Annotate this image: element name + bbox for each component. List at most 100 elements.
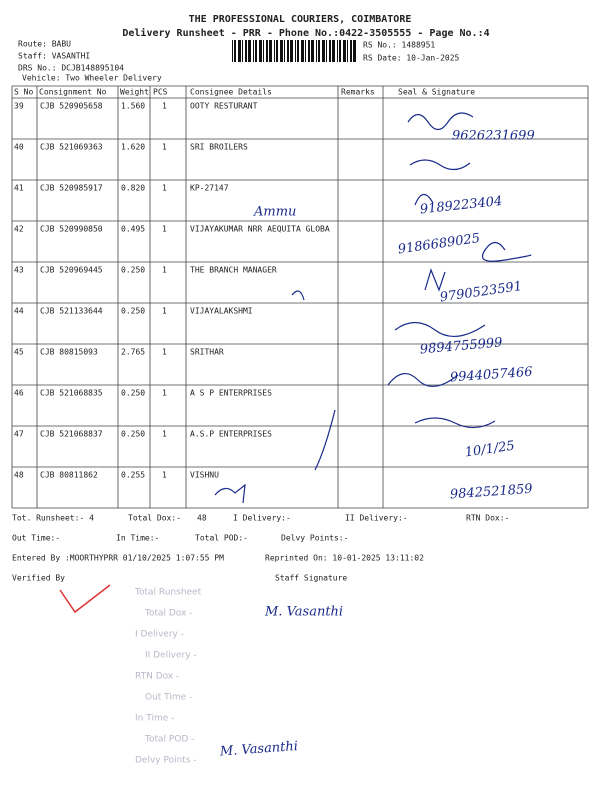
bar (337, 40, 338, 62)
signature-scribble (414, 193, 434, 206)
bar (295, 40, 296, 62)
bar (301, 40, 304, 62)
cell: A S P ENTERPRISES (190, 389, 272, 398)
drs: DRS No.: DCJB148895104 (18, 64, 124, 73)
staff: Staff: VASANTHI (18, 52, 90, 61)
signature-scribble (291, 290, 305, 301)
cell: VIJAYAKUMAR NRR AEQUITA GLOBA (190, 225, 330, 234)
cell: 48 (14, 471, 24, 480)
stamp-line: II Delivery - (145, 651, 197, 661)
bar (347, 40, 348, 62)
bar (263, 40, 264, 62)
cell: 1 (162, 102, 167, 111)
total: I Delivery:- (233, 514, 291, 523)
cell: 46 (14, 389, 24, 398)
cell: 0.820 (121, 184, 145, 193)
signature-scribble (409, 159, 471, 171)
cell: CJB 80815093 (40, 348, 98, 357)
bar (326, 40, 327, 62)
bar (269, 40, 272, 62)
stamp-line: Out Time - (145, 693, 192, 703)
total: In Time:- (116, 534, 159, 543)
total: Total Dox:- (128, 514, 181, 523)
bar (276, 40, 278, 62)
column-header: S No (14, 88, 33, 97)
cell: SRITHAR (190, 348, 224, 357)
signature-scribble (314, 409, 336, 471)
cell: THE BRANCH MANAGER (190, 266, 277, 275)
cell: CJB 520990850 (40, 225, 103, 234)
bar (343, 40, 346, 62)
bar (255, 40, 257, 62)
total: Out Time:- (12, 534, 60, 543)
cell: 2.765 (121, 348, 145, 357)
bar (242, 40, 243, 62)
stamp-line: I Delivery - (135, 630, 184, 640)
bar (259, 40, 262, 62)
cell: 45 (14, 348, 24, 357)
subtitle: Delivery Runsheet - PRR - Phone No.:0422… (122, 27, 489, 39)
handwriting: 10/1/25 (464, 439, 516, 461)
cell: 47 (14, 430, 24, 439)
bar (253, 40, 254, 62)
bar (290, 40, 293, 62)
signature-scribble (424, 268, 446, 292)
column-header: Consignee Details (190, 88, 272, 97)
rs-date: RS Date: 10-Jan-2025 (363, 54, 460, 63)
cell: 0.495 (121, 225, 145, 234)
signature-scribble (214, 483, 246, 504)
cell: VISHNU (190, 471, 219, 480)
cell: CJB 521068837 (40, 430, 103, 439)
signature-scribble (481, 241, 532, 262)
handwriting: 9790523591 (439, 279, 523, 305)
vehicle: Vehicle: Two Wheeler Delivery (22, 74, 162, 83)
handwriting: M. Vasanthi (218, 739, 298, 759)
cell: 0.255 (121, 471, 145, 480)
signature-scribble (394, 321, 486, 337)
bar (284, 40, 285, 62)
handwriting: 9894755999 (419, 335, 503, 357)
handwriting: 9842521859 (449, 482, 533, 503)
stamp-line: Total POD - (144, 735, 194, 745)
barcode (232, 40, 356, 62)
bar (332, 40, 335, 62)
signature-scribble (407, 112, 474, 131)
cell: 39 (14, 102, 24, 111)
signature-scribble (387, 373, 459, 387)
cell: 1 (162, 184, 167, 193)
handwriting: 9626231699 (452, 129, 535, 144)
bar (308, 40, 310, 62)
bar (245, 40, 247, 62)
handwriting: 9186689025 (397, 231, 481, 257)
cell: VIJAYALAKSHMI (190, 307, 253, 316)
bar (329, 40, 331, 62)
bar (318, 40, 320, 62)
entered-by: Entered By :MOORTHYPRR 01/10/2025 1:07:5… (12, 554, 224, 563)
cell: 42 (14, 225, 24, 234)
cell: 0.250 (121, 307, 145, 316)
bar (311, 40, 314, 62)
column-header: PCS (153, 88, 168, 97)
cell: 1 (162, 471, 167, 480)
bar (305, 40, 306, 62)
column-header: Consignment No (39, 88, 107, 97)
rs-no: RS No.: 1488951 (363, 41, 435, 50)
bar (248, 40, 251, 62)
bar (238, 40, 241, 62)
bar (322, 40, 325, 62)
cell: CJB 520985917 (40, 184, 103, 193)
stamp-line: Total Dox - (144, 609, 192, 619)
cell: A.S.P ENTERPRISES (190, 430, 272, 439)
cell: 41 (14, 184, 24, 193)
cell: 40 (14, 143, 24, 152)
reprinted: Reprinted On: 10-01-2025 13:11:02 (265, 554, 424, 563)
cell: CJB 520905658 (40, 102, 103, 111)
cell: 1.560 (121, 102, 145, 111)
cell: CJB 520969445 (40, 266, 103, 275)
bar (280, 40, 283, 62)
cell: OOTY RESTURANT (190, 102, 258, 111)
cell: 1 (162, 266, 167, 275)
cell: 0.250 (121, 430, 145, 439)
cell: CJB 521069363 (40, 143, 103, 152)
